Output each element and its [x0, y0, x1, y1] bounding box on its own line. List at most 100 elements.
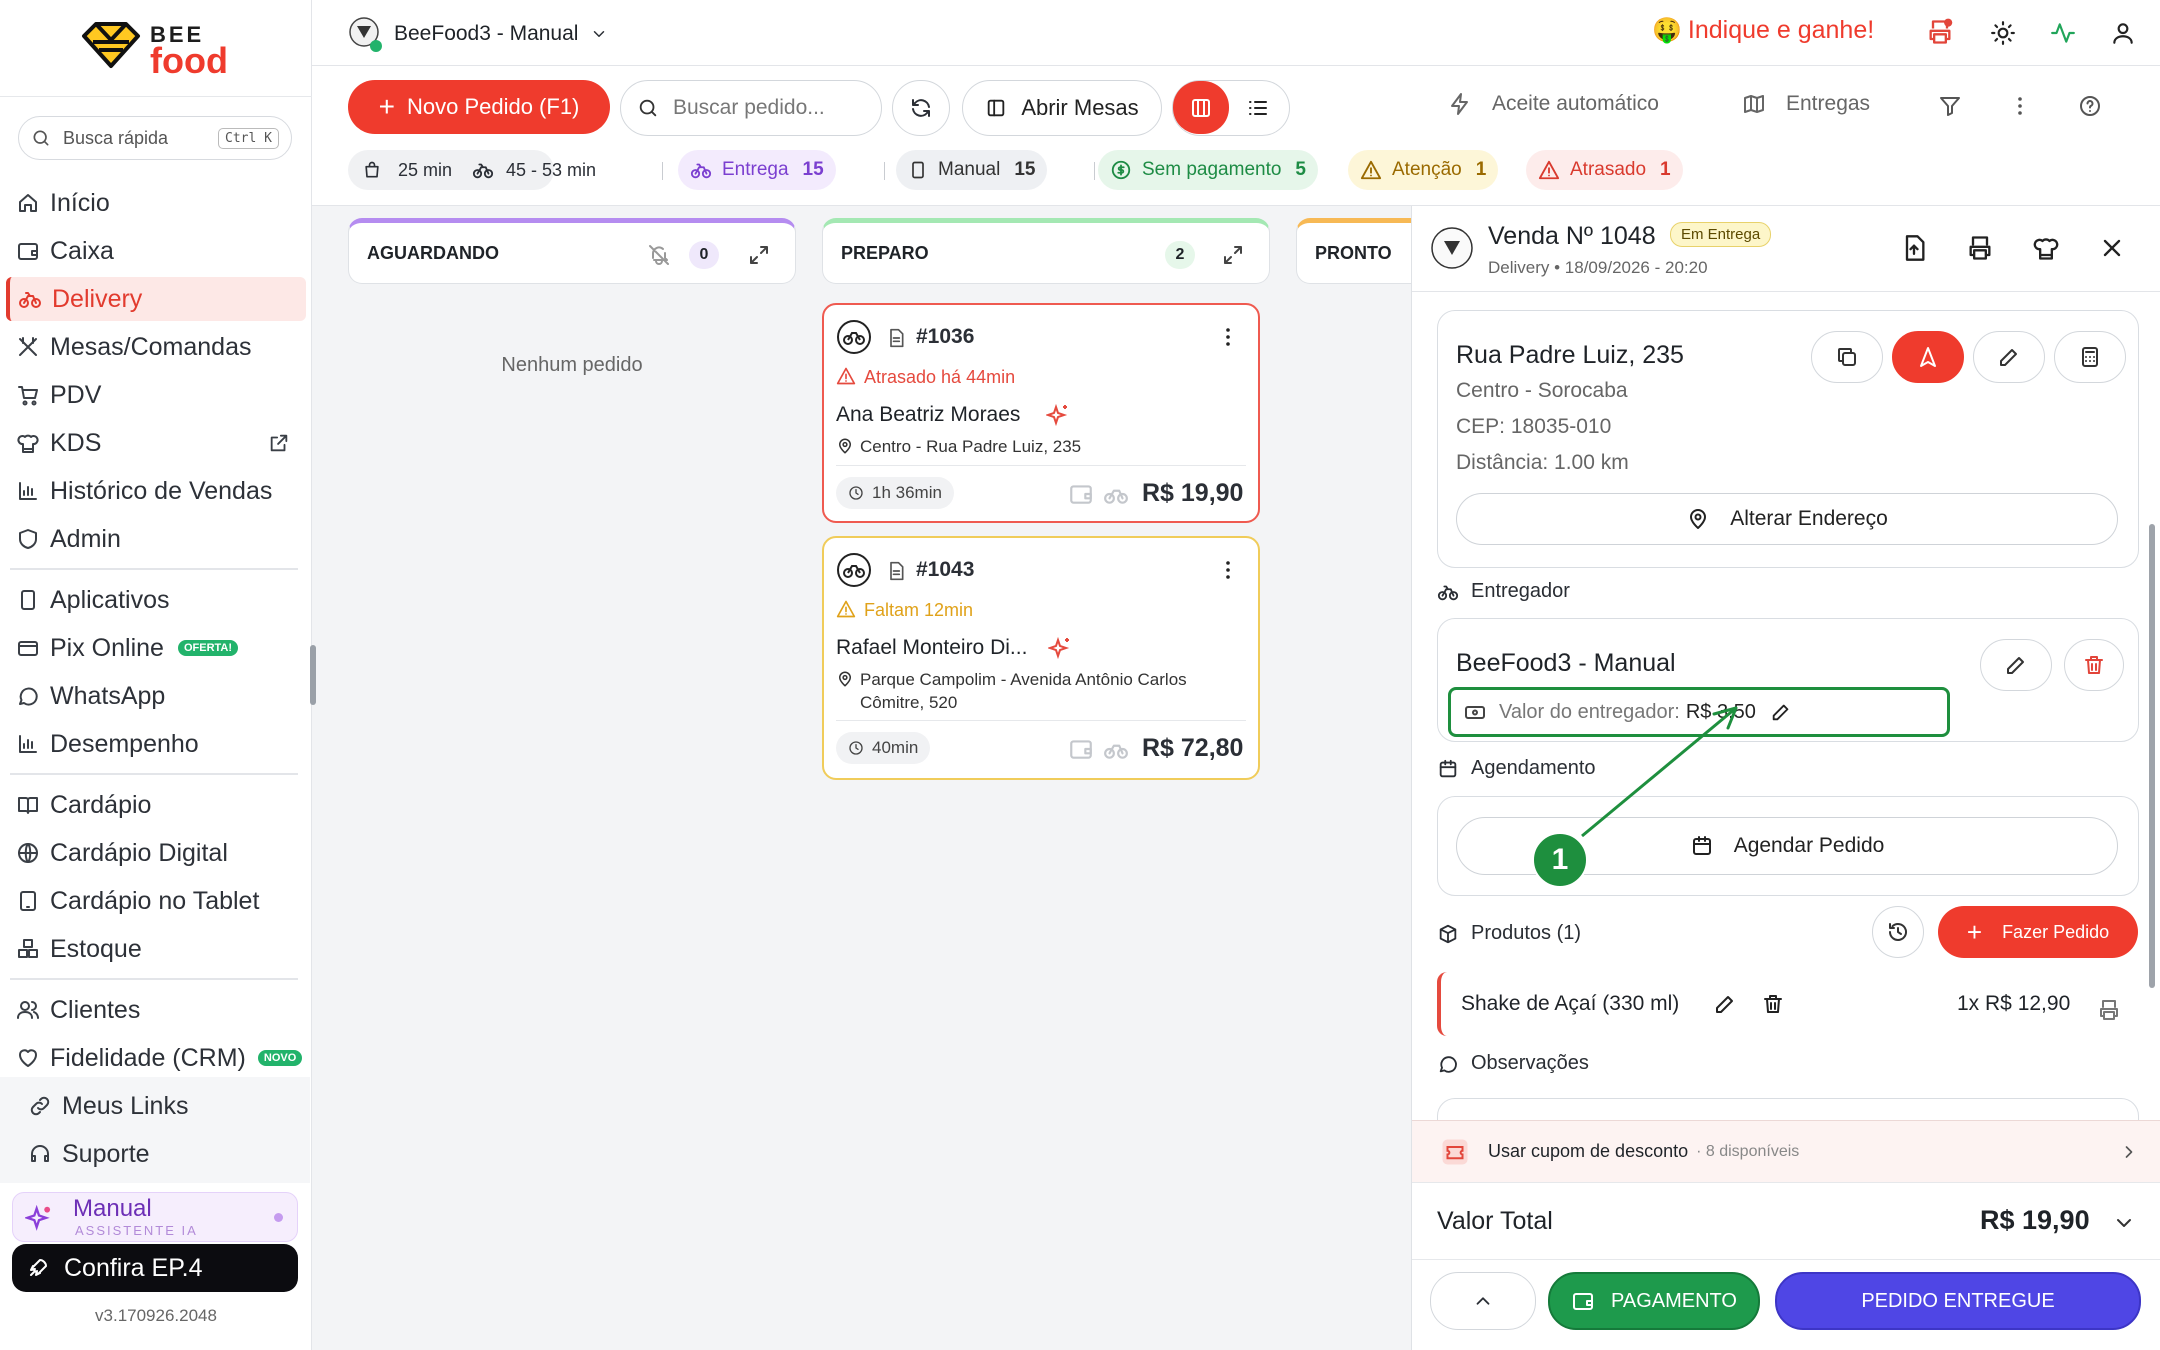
kanban-view-button[interactable]: [1173, 81, 1229, 134]
pencil-icon: [2000, 349, 2017, 366]
store-selector[interactable]: BeeFood3 - Manual: [348, 16, 608, 52]
chef-hat-icon[interactable]: [2032, 234, 2060, 262]
close-icon[interactable]: [2098, 234, 2126, 262]
chevron-right-icon: [2125, 1145, 2133, 1158]
promo-episode-button[interactable]: Confira EP.4: [12, 1244, 298, 1292]
bike-icon: [472, 163, 494, 179]
pencil-icon[interactable]: [1770, 701, 1792, 723]
printer-alert-icon[interactable]: [1926, 18, 1954, 46]
section-label: Observações: [1471, 1052, 1589, 1074]
ai-assistant-button[interactable]: Manual ASSISTENTE IA: [12, 1192, 298, 1242]
sidebar-item-inicio[interactable]: Início: [6, 181, 306, 225]
sidebar-item-caixa[interactable]: Caixa: [6, 229, 306, 273]
sidebar-item-admin[interactable]: Admin: [6, 517, 306, 561]
sidebar-item-label: Clientes: [50, 995, 141, 1024]
help-icon[interactable]: [2078, 94, 2102, 118]
sidebar-item-historico[interactable]: Histórico de Vendas: [6, 469, 306, 513]
activity-icon[interactable]: [2050, 20, 2076, 46]
sidebar-item-mesas[interactable]: Mesas/Comandas: [6, 325, 306, 369]
share-export-icon[interactable]: [1900, 234, 1928, 262]
order-history-button[interactable]: [1872, 906, 1924, 958]
filter-chip-atrasado[interactable]: Atrasado 1: [1526, 150, 1683, 190]
change-address-button[interactable]: Alterar Endereço: [1456, 493, 2118, 545]
filter-chip-manual[interactable]: Manual 15: [896, 150, 1048, 190]
more-vertical-icon[interactable]: [1216, 325, 1240, 349]
bike-icon: [1104, 489, 1128, 504]
sidebar-scrollbar[interactable]: [310, 645, 316, 705]
referral-link[interactable]: 🤑 Indique e ganhe!: [1652, 16, 1874, 45]
sidebar-item-pdv[interactable]: PDV: [6, 373, 306, 417]
sidebar-item-desempenho[interactable]: Desempenho: [6, 722, 306, 766]
sidebar-item-kds[interactable]: KDS: [6, 421, 306, 465]
place-order-button[interactable]: + Fazer Pedido: [1938, 906, 2138, 958]
coupon-available: · 8 disponíveis: [1696, 1142, 1800, 1160]
new-customer-sparkle-icon: [1046, 403, 1068, 427]
navigate-button[interactable]: [1892, 331, 1964, 383]
order-search-input[interactable]: Buscar pedido...: [620, 80, 882, 136]
printer-icon[interactable]: [2097, 998, 2121, 1022]
calculator-button[interactable]: [2054, 331, 2126, 383]
panel-scrollbar[interactable]: [2149, 524, 2155, 988]
more-vertical-icon[interactable]: [1216, 558, 1240, 582]
sidebar-item-whatsapp[interactable]: WhatsApp: [6, 674, 306, 718]
payment-button[interactable]: PAGAMENTO: [1548, 1272, 1760, 1330]
deliveries-map-button[interactable]: Entregas: [1742, 92, 1870, 116]
sidebar-item-meus-links[interactable]: Meus Links: [6, 1084, 306, 1128]
more-vertical-icon[interactable]: [2008, 94, 2032, 118]
sidebar-item-cardapio-tablet[interactable]: Cardápio no Tablet: [6, 879, 306, 923]
sidebar-item-clientes[interactable]: Clientes: [6, 988, 306, 1032]
order-card[interactable]: #1036 Atrasado há 44min Ana Beatriz Mora…: [822, 303, 1260, 523]
expand-icon[interactable]: [1221, 243, 1245, 267]
order-address-line2: Cômitre, 520: [860, 693, 958, 712]
sidebar-item-label: Delivery: [52, 284, 143, 313]
quick-search[interactable]: Busca rápida Ctrl K: [18, 116, 292, 160]
filter-chip-atencao[interactable]: Atenção 1: [1348, 150, 1499, 190]
sidebar-item-delivery[interactable]: Delivery: [6, 277, 306, 321]
sidebar-item-cardapio-digital[interactable]: Cardápio Digital: [6, 831, 306, 875]
columns-icon: [1192, 98, 1210, 117]
sidebar-item-aplicativos[interactable]: Aplicativos: [6, 578, 306, 622]
bell-off-icon[interactable]: [647, 243, 671, 267]
auto-accept-toggle[interactable]: Aceite automático: [1448, 92, 1659, 116]
expand-actions-button[interactable]: [1430, 1272, 1536, 1330]
edit-address-button[interactable]: [1973, 331, 2045, 383]
pencil-icon[interactable]: [1713, 992, 1737, 1016]
chip-count: 5: [1295, 159, 1306, 180]
sidebar-item-cardapio[interactable]: Cardápio: [6, 783, 306, 827]
filter-chip-sem-pagamento[interactable]: Sem pagamento 5: [1098, 150, 1318, 190]
filter-chip-entrega[interactable]: Entrega 15: [678, 150, 836, 190]
remove-courier-button[interactable]: [2064, 639, 2124, 691]
sidebar-item-fidelidade[interactable]: Fidelidade (CRM) NOVO: [6, 1036, 306, 1080]
beefood-logo[interactable]: BEE food: [80, 20, 250, 81]
open-tables-button[interactable]: Abrir Mesas: [962, 80, 1162, 136]
view-toggle: [1172, 80, 1290, 136]
sidebar-item-suporte[interactable]: Suporte: [6, 1132, 306, 1176]
sun-icon[interactable]: [1990, 20, 2016, 46]
bike-icon: [19, 292, 41, 308]
order-card[interactable]: #1043 Faltam 12min Rafael Monteiro Di...…: [822, 536, 1260, 780]
new-order-button[interactable]: + Novo Pedido (F1): [348, 80, 610, 134]
user-icon[interactable]: [2110, 20, 2136, 46]
money-face-icon: 🤑: [1652, 17, 1682, 44]
courier-fee-field[interactable]: Valor do entregador: R$ 3,50: [1448, 687, 1950, 737]
elapsed-time-badge: 40min: [836, 732, 931, 764]
coupon-row[interactable]: Usar cupom de desconto · 8 disponíveis: [1412, 1120, 2160, 1182]
list-view-button[interactable]: [1229, 81, 1287, 134]
annotation-step-marker: 1: [1532, 832, 1588, 888]
expand-icon[interactable]: [747, 243, 771, 267]
chef-hat-icon: [17, 434, 39, 453]
filter-icon[interactable]: [1938, 94, 1962, 118]
printer-icon[interactable]: [1966, 234, 1994, 262]
refresh-button[interactable]: [892, 80, 950, 136]
wallet-icon: [1070, 485, 1092, 504]
edit-courier-button[interactable]: [1980, 639, 2052, 691]
total-row[interactable]: Valor Total R$ 19,90: [1412, 1182, 2160, 1260]
sidebar-item-pix[interactable]: Pix Online OFERTA!: [6, 626, 306, 670]
home-icon: [19, 194, 37, 212]
copy-address-button[interactable]: [1811, 331, 1883, 383]
mark-delivered-button[interactable]: PEDIDO ENTREGUE: [1775, 1272, 2141, 1330]
trash-icon[interactable]: [1761, 992, 1785, 1016]
sidebar-item-label: Caixa: [50, 236, 114, 265]
search-icon: [639, 99, 657, 117]
sidebar-item-estoque[interactable]: Estoque: [6, 927, 306, 971]
